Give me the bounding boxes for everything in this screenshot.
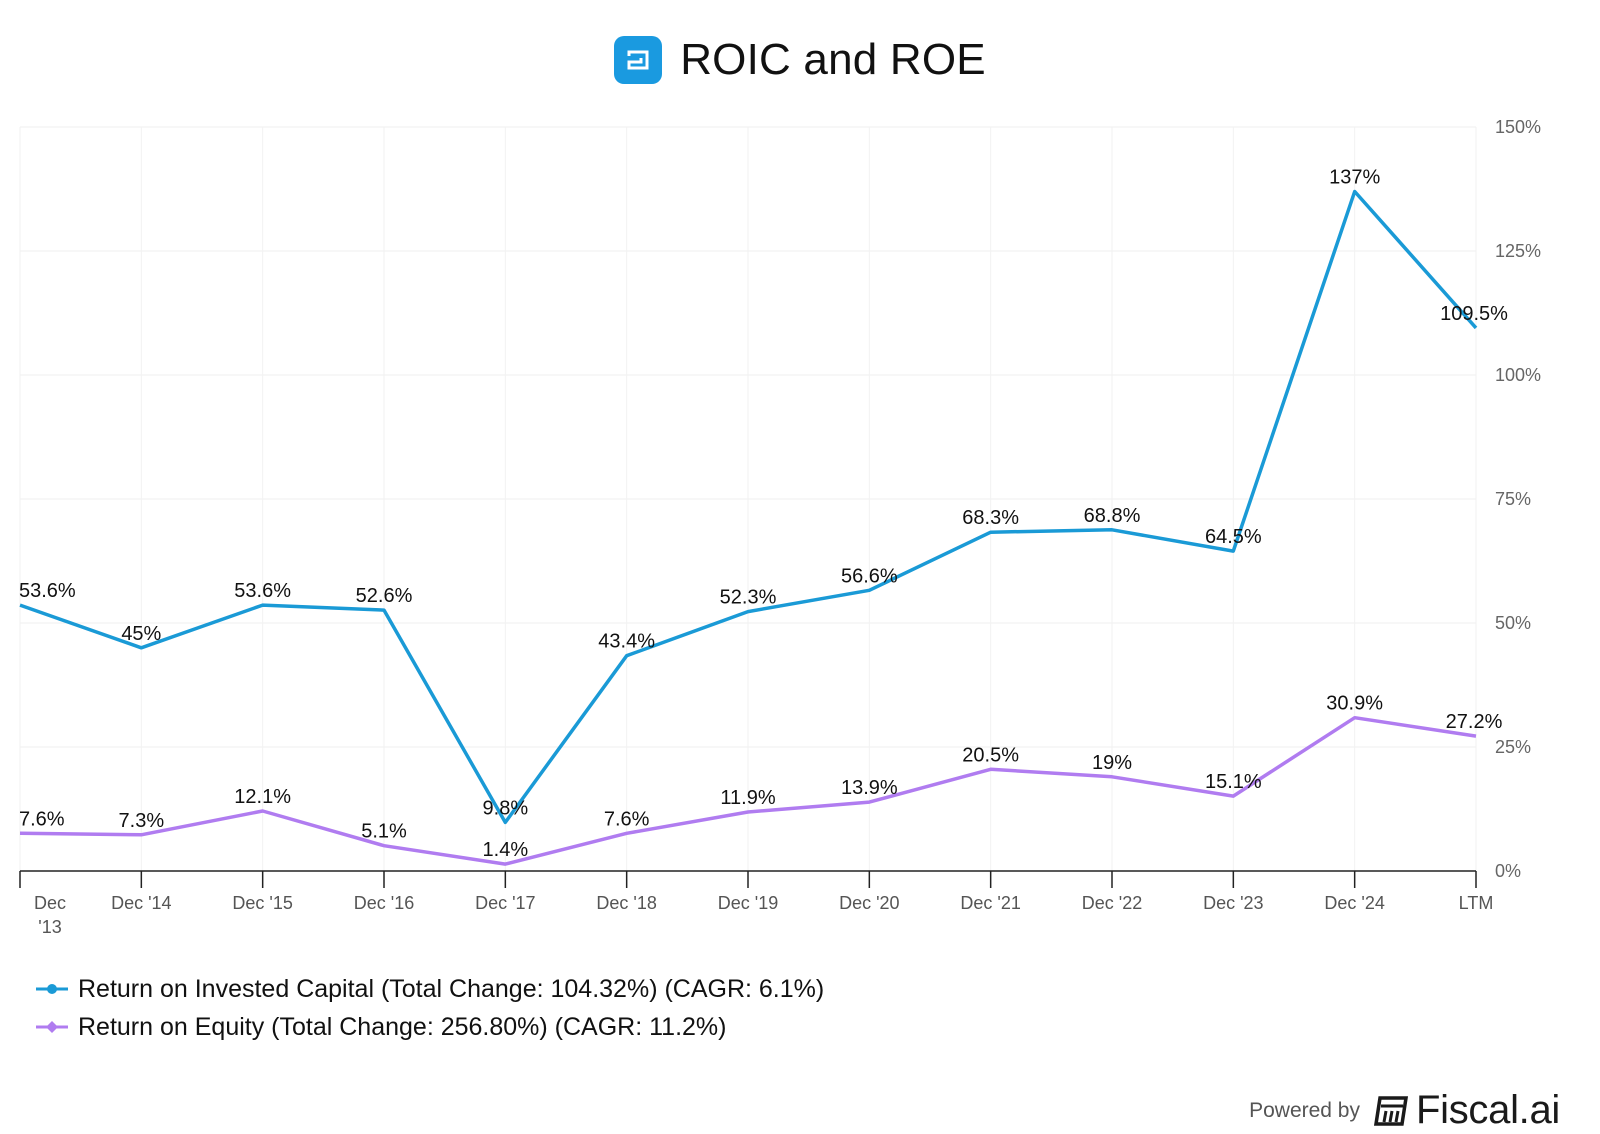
x-tick-label: Dec '24 bbox=[1324, 893, 1384, 913]
legend-marker-roe bbox=[36, 1021, 68, 1033]
fiscal-brand: Fiscal.ai bbox=[1416, 1088, 1560, 1132]
company-logo-icon bbox=[614, 36, 663, 84]
data-label-roic: 52.6% bbox=[356, 585, 413, 607]
data-label-roe: 7.3% bbox=[119, 810, 165, 832]
x-tick-label: Dec '13 bbox=[34, 893, 66, 937]
grid-lines bbox=[19, 126, 1477, 871]
data-label-roic: 43.4% bbox=[598, 631, 655, 653]
data-labels: 53.6% 45% 53.6% 52.6% 9.8% 43.4% 52.3% 56.6% 68.… bbox=[19, 166, 1508, 861]
data-label-roic: 9.8% bbox=[483, 797, 529, 819]
legend: Return on Invested Capital (Total Change… bbox=[36, 970, 824, 1046]
x-tick-label: Dec '17 bbox=[475, 893, 535, 913]
data-label-roic: 52.3% bbox=[720, 587, 777, 609]
x-tick-label: Dec '14 bbox=[111, 893, 171, 913]
data-label-roic: 68.3% bbox=[962, 507, 1019, 529]
footer-attribution: Powered by Fiscal.ai bbox=[1249, 1088, 1560, 1133]
legend-label-roic: Return on Invested Capital (Total Change… bbox=[78, 974, 825, 1003]
x-tick-label: LTM bbox=[1459, 893, 1494, 913]
x-tick-label: Dec '18 bbox=[596, 893, 656, 913]
y-tick-label: 50% bbox=[1495, 613, 1531, 633]
x-tick-label: Dec '21 bbox=[960, 893, 1020, 913]
legend-label-roe: Return on Equity (Total Change: 256.80%)… bbox=[78, 1012, 727, 1041]
x-tick-label: Dec '20 bbox=[839, 893, 899, 913]
y-tick-label: 25% bbox=[1495, 737, 1531, 757]
data-label-roe: 15.1% bbox=[1205, 771, 1262, 793]
data-label-roe: 27.2% bbox=[1446, 711, 1503, 733]
data-label-roe: 20.5% bbox=[962, 744, 1019, 766]
y-tick-label: 100% bbox=[1495, 365, 1541, 385]
powered-by-text: Powered by bbox=[1249, 1098, 1360, 1122]
data-label-roic: 68.8% bbox=[1084, 505, 1141, 527]
series-line-roic bbox=[19, 189, 1478, 825]
data-label-roe: 7.6% bbox=[19, 808, 65, 830]
chart-title: ROIC and ROE bbox=[680, 35, 986, 84]
data-label-roic: 45% bbox=[121, 623, 161, 645]
data-label-roe: 7.6% bbox=[604, 808, 650, 830]
x-tick-label: Dec '16 bbox=[354, 893, 414, 913]
x-tick-label: Dec '23 bbox=[1203, 893, 1263, 913]
data-label-roe: 13.9% bbox=[841, 777, 898, 799]
data-label-roe: 12.1% bbox=[234, 786, 291, 808]
data-label-roe: 5.1% bbox=[361, 821, 407, 843]
x-tick-label: Dec '19 bbox=[718, 893, 778, 913]
legend-item-roe[interactable]: Return on Equity (Total Change: 256.80%)… bbox=[36, 1008, 824, 1046]
legend-marker-roic bbox=[36, 984, 68, 994]
y-tick-label: 125% bbox=[1495, 241, 1541, 261]
fiscal-logo-icon bbox=[1373, 1095, 1408, 1126]
axes: 0% 25% 50% 75% 100% 125% 150% Dec '13 Dec '14 Dec … bbox=[19, 117, 1541, 937]
data-label-roic: 53.6% bbox=[19, 580, 76, 602]
data-label-roic: 109.5% bbox=[1440, 303, 1508, 325]
data-label-roic: 64.5% bbox=[1205, 526, 1262, 548]
x-tick-label: Dec '15 bbox=[232, 893, 292, 913]
y-tick-label: 150% bbox=[1495, 117, 1541, 137]
data-label-roe: 30.9% bbox=[1326, 693, 1383, 715]
roic-roe-line-chart: 0% 25% 50% 75% 100% 125% 150% Dec '13 Dec '14 Dec … bbox=[19, 117, 1541, 937]
data-label-roe: 19% bbox=[1092, 752, 1132, 774]
chart-header: ROIC and ROE bbox=[0, 30, 1600, 90]
legend-item-roic[interactable]: Return on Invested Capital (Total Change… bbox=[36, 970, 824, 1008]
data-label-roic: 137% bbox=[1329, 166, 1380, 188]
data-label-roe: 1.4% bbox=[483, 839, 529, 861]
y-tick-label: 0% bbox=[1495, 861, 1521, 881]
data-label-roic: 53.6% bbox=[234, 580, 291, 602]
y-tick-label: 75% bbox=[1495, 489, 1531, 509]
series-lines bbox=[19, 189, 1478, 866]
data-label-roe: 11.9% bbox=[720, 787, 775, 809]
x-tick-label: Dec '22 bbox=[1082, 893, 1142, 913]
series-line-roe bbox=[19, 715, 1477, 866]
data-label-roic: 56.6% bbox=[841, 565, 898, 587]
